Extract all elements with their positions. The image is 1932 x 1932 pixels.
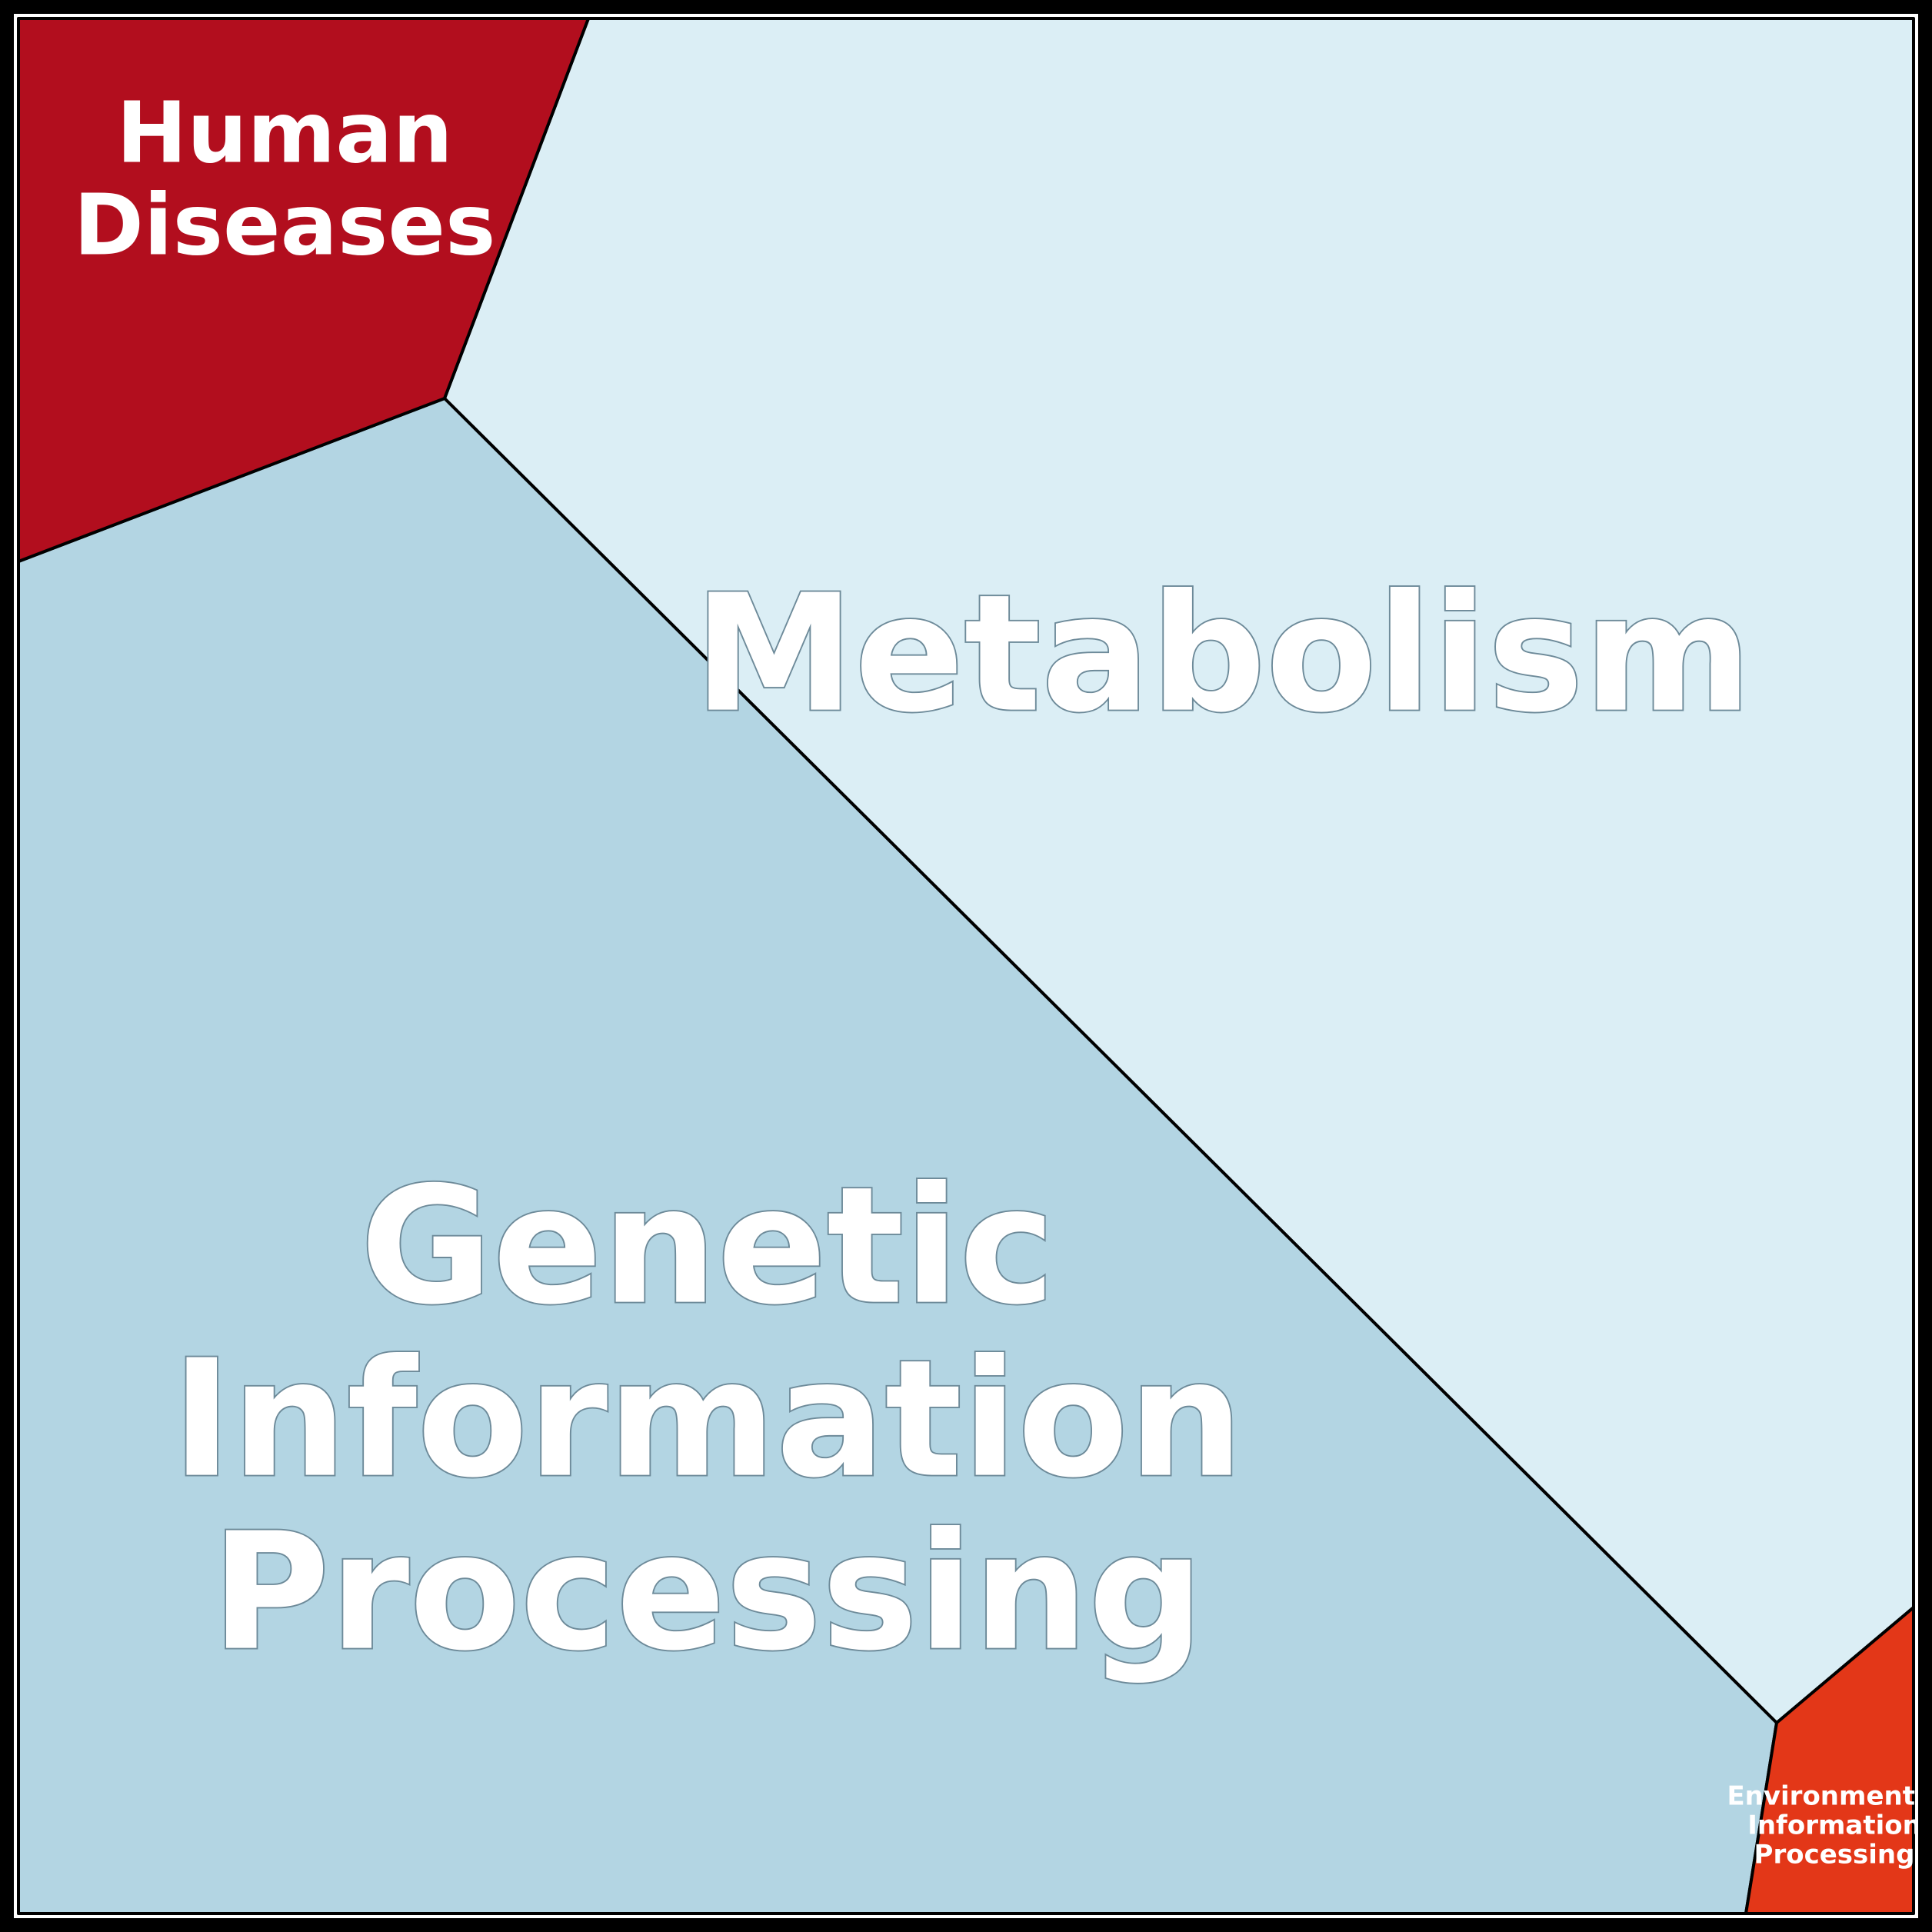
- metabolism-label-line: Metabolism: [694, 560, 1752, 748]
- genetic-information-processing-label-line: Genetic: [360, 1152, 1055, 1341]
- metabolism-label: Metabolism: [694, 560, 1752, 748]
- human-diseases-label-line: Human: [116, 83, 453, 182]
- environmental-information-processing-label-line: Environmental: [1727, 1781, 1932, 1812]
- genetic-information-processing-label-line: Information: [172, 1325, 1244, 1514]
- genetic-information-processing-label-line: Processing: [212, 1498, 1204, 1687]
- human-diseases-label-line: Diseases: [74, 175, 496, 274]
- environmental-information-processing-label-line: Processing: [1754, 1840, 1915, 1870]
- human-diseases-label: HumanDiseases: [74, 83, 496, 274]
- environmental-information-processing-label: EnvironmentalInformationProcessing: [1727, 1781, 1932, 1870]
- environmental-information-processing-label-line: Information: [1747, 1810, 1921, 1841]
